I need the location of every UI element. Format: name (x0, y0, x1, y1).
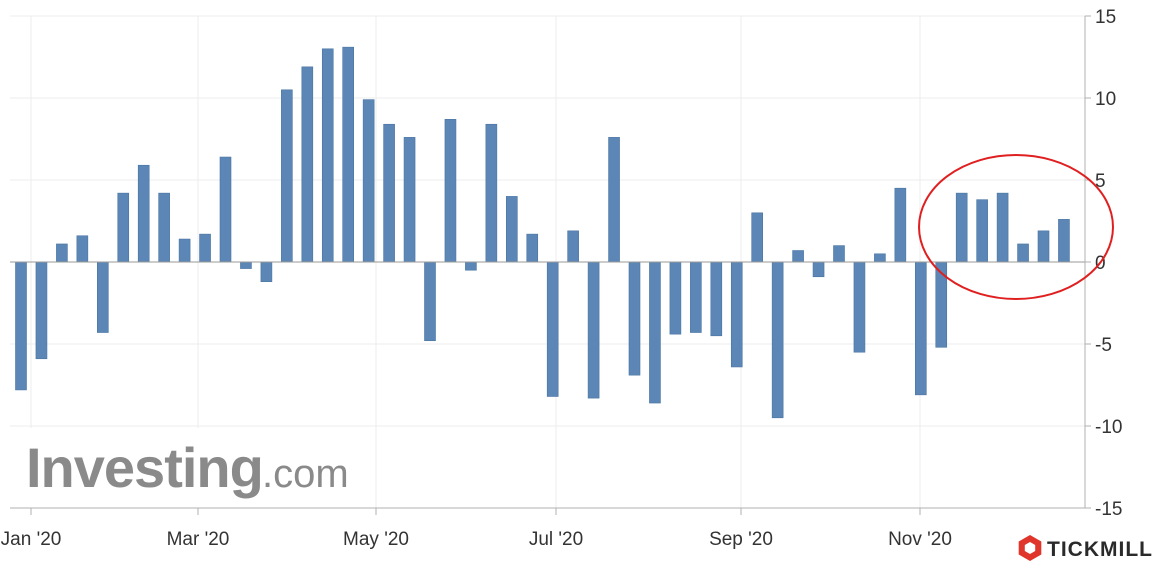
bar (567, 230, 579, 263)
bar (874, 253, 886, 263)
bar (178, 238, 191, 263)
y-tick-label: -10 (1095, 417, 1122, 438)
bar (424, 261, 436, 342)
y-tick-label: -15 (1095, 499, 1122, 520)
bar (1037, 230, 1050, 263)
y-tick-label: 15 (1095, 7, 1116, 28)
bar (158, 192, 170, 263)
x-tick-label: Jul '20 (529, 529, 583, 550)
tickmill-brand-name: TICKMILL (1047, 538, 1153, 561)
y-tick-label: -5 (1095, 335, 1112, 356)
bar (505, 196, 518, 263)
y-tick-label: 5 (1095, 171, 1106, 192)
bar (383, 123, 395, 263)
bar (35, 261, 48, 360)
bar (362, 99, 375, 263)
bar (608, 137, 620, 263)
bars-series (15, 46, 1070, 419)
bar (281, 89, 293, 263)
bar (240, 261, 252, 269)
bar (342, 46, 355, 263)
bar (1017, 243, 1029, 263)
bar (444, 119, 457, 263)
bar (935, 261, 948, 348)
bar (812, 261, 825, 278)
bar (219, 156, 232, 263)
bar (955, 192, 968, 263)
highlight-circle (918, 154, 1114, 300)
bar (792, 250, 804, 263)
bar (587, 261, 600, 399)
tickmill-logo: TICKMILL (1018, 535, 1153, 561)
bar (628, 261, 641, 376)
bar (894, 187, 907, 263)
bar (853, 261, 866, 353)
bar (56, 243, 68, 263)
watermark-main: Investing (26, 436, 263, 499)
x-tick-label: Nov '20 (888, 529, 952, 550)
investing-watermark: Investing .com (10, 428, 355, 508)
bar (546, 261, 559, 397)
bar (301, 66, 314, 263)
x-tick-label: Mar '20 (167, 529, 230, 550)
bar (751, 212, 764, 263)
x-tick-label: May '20 (343, 529, 409, 550)
bar (914, 261, 927, 396)
bar (76, 235, 89, 263)
bar (526, 233, 539, 263)
bar (403, 137, 416, 263)
bar (730, 261, 743, 368)
bar (649, 261, 661, 404)
x-axis-ticks: Jan '20 Mar '20 May '20 Jul '20 Sep '20 Nov '… (1, 508, 952, 550)
bar (669, 261, 682, 335)
bar (485, 123, 498, 263)
bar (97, 261, 109, 333)
bar (710, 261, 723, 337)
bar (833, 245, 845, 263)
bar (1058, 219, 1070, 263)
bar (199, 233, 211, 263)
bar (137, 164, 150, 263)
bar (771, 261, 784, 419)
x-tick-label: Jan '20 (1, 529, 62, 550)
bar (260, 261, 273, 282)
bar (15, 261, 27, 391)
bar (690, 261, 702, 333)
watermark-sub: .com (262, 452, 349, 496)
bar (996, 192, 1009, 263)
bar (976, 199, 988, 263)
bar (117, 192, 130, 263)
bar (321, 48, 334, 263)
y-tick-label: 10 (1095, 89, 1116, 110)
bar (465, 261, 477, 271)
x-tick-label: Sep '20 (709, 529, 773, 550)
